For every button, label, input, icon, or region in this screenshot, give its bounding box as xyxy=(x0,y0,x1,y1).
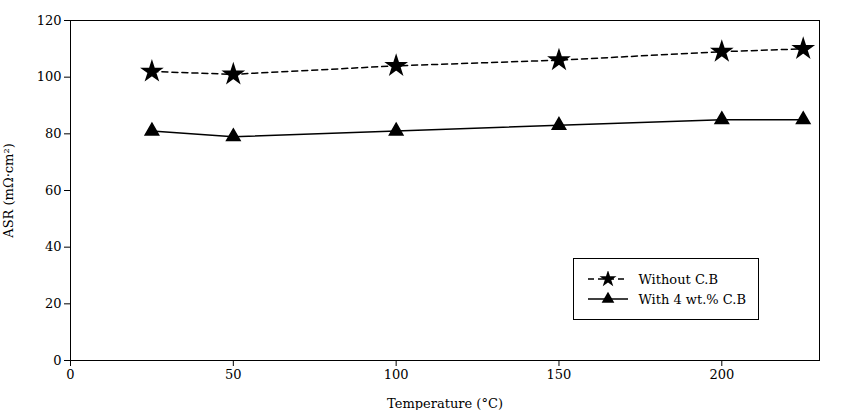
svg-text:20: 20 xyxy=(45,296,62,311)
svg-text:120: 120 xyxy=(37,13,62,28)
svg-text:200: 200 xyxy=(709,367,734,382)
svg-text:0: 0 xyxy=(66,367,74,382)
svg-text:0: 0 xyxy=(53,353,61,368)
svg-text:60: 60 xyxy=(45,183,62,198)
svg-text:150: 150 xyxy=(547,367,572,382)
svg-text:50: 50 xyxy=(225,367,242,382)
svg-text:Temperature (°C): Temperature (°C) xyxy=(387,396,503,411)
svg-text:80: 80 xyxy=(45,126,62,141)
svg-text:100: 100 xyxy=(37,69,62,84)
svg-text:100: 100 xyxy=(384,367,409,382)
html-text:Without C.B: Without C.B xyxy=(638,271,719,287)
svg-text:ASR (mΩ·cm²): ASR (mΩ·cm²) xyxy=(1,143,16,238)
html-text:With 4 wt.% C.B: With 4 wt.% C.B xyxy=(638,291,746,307)
svg-text:40: 40 xyxy=(45,239,62,254)
